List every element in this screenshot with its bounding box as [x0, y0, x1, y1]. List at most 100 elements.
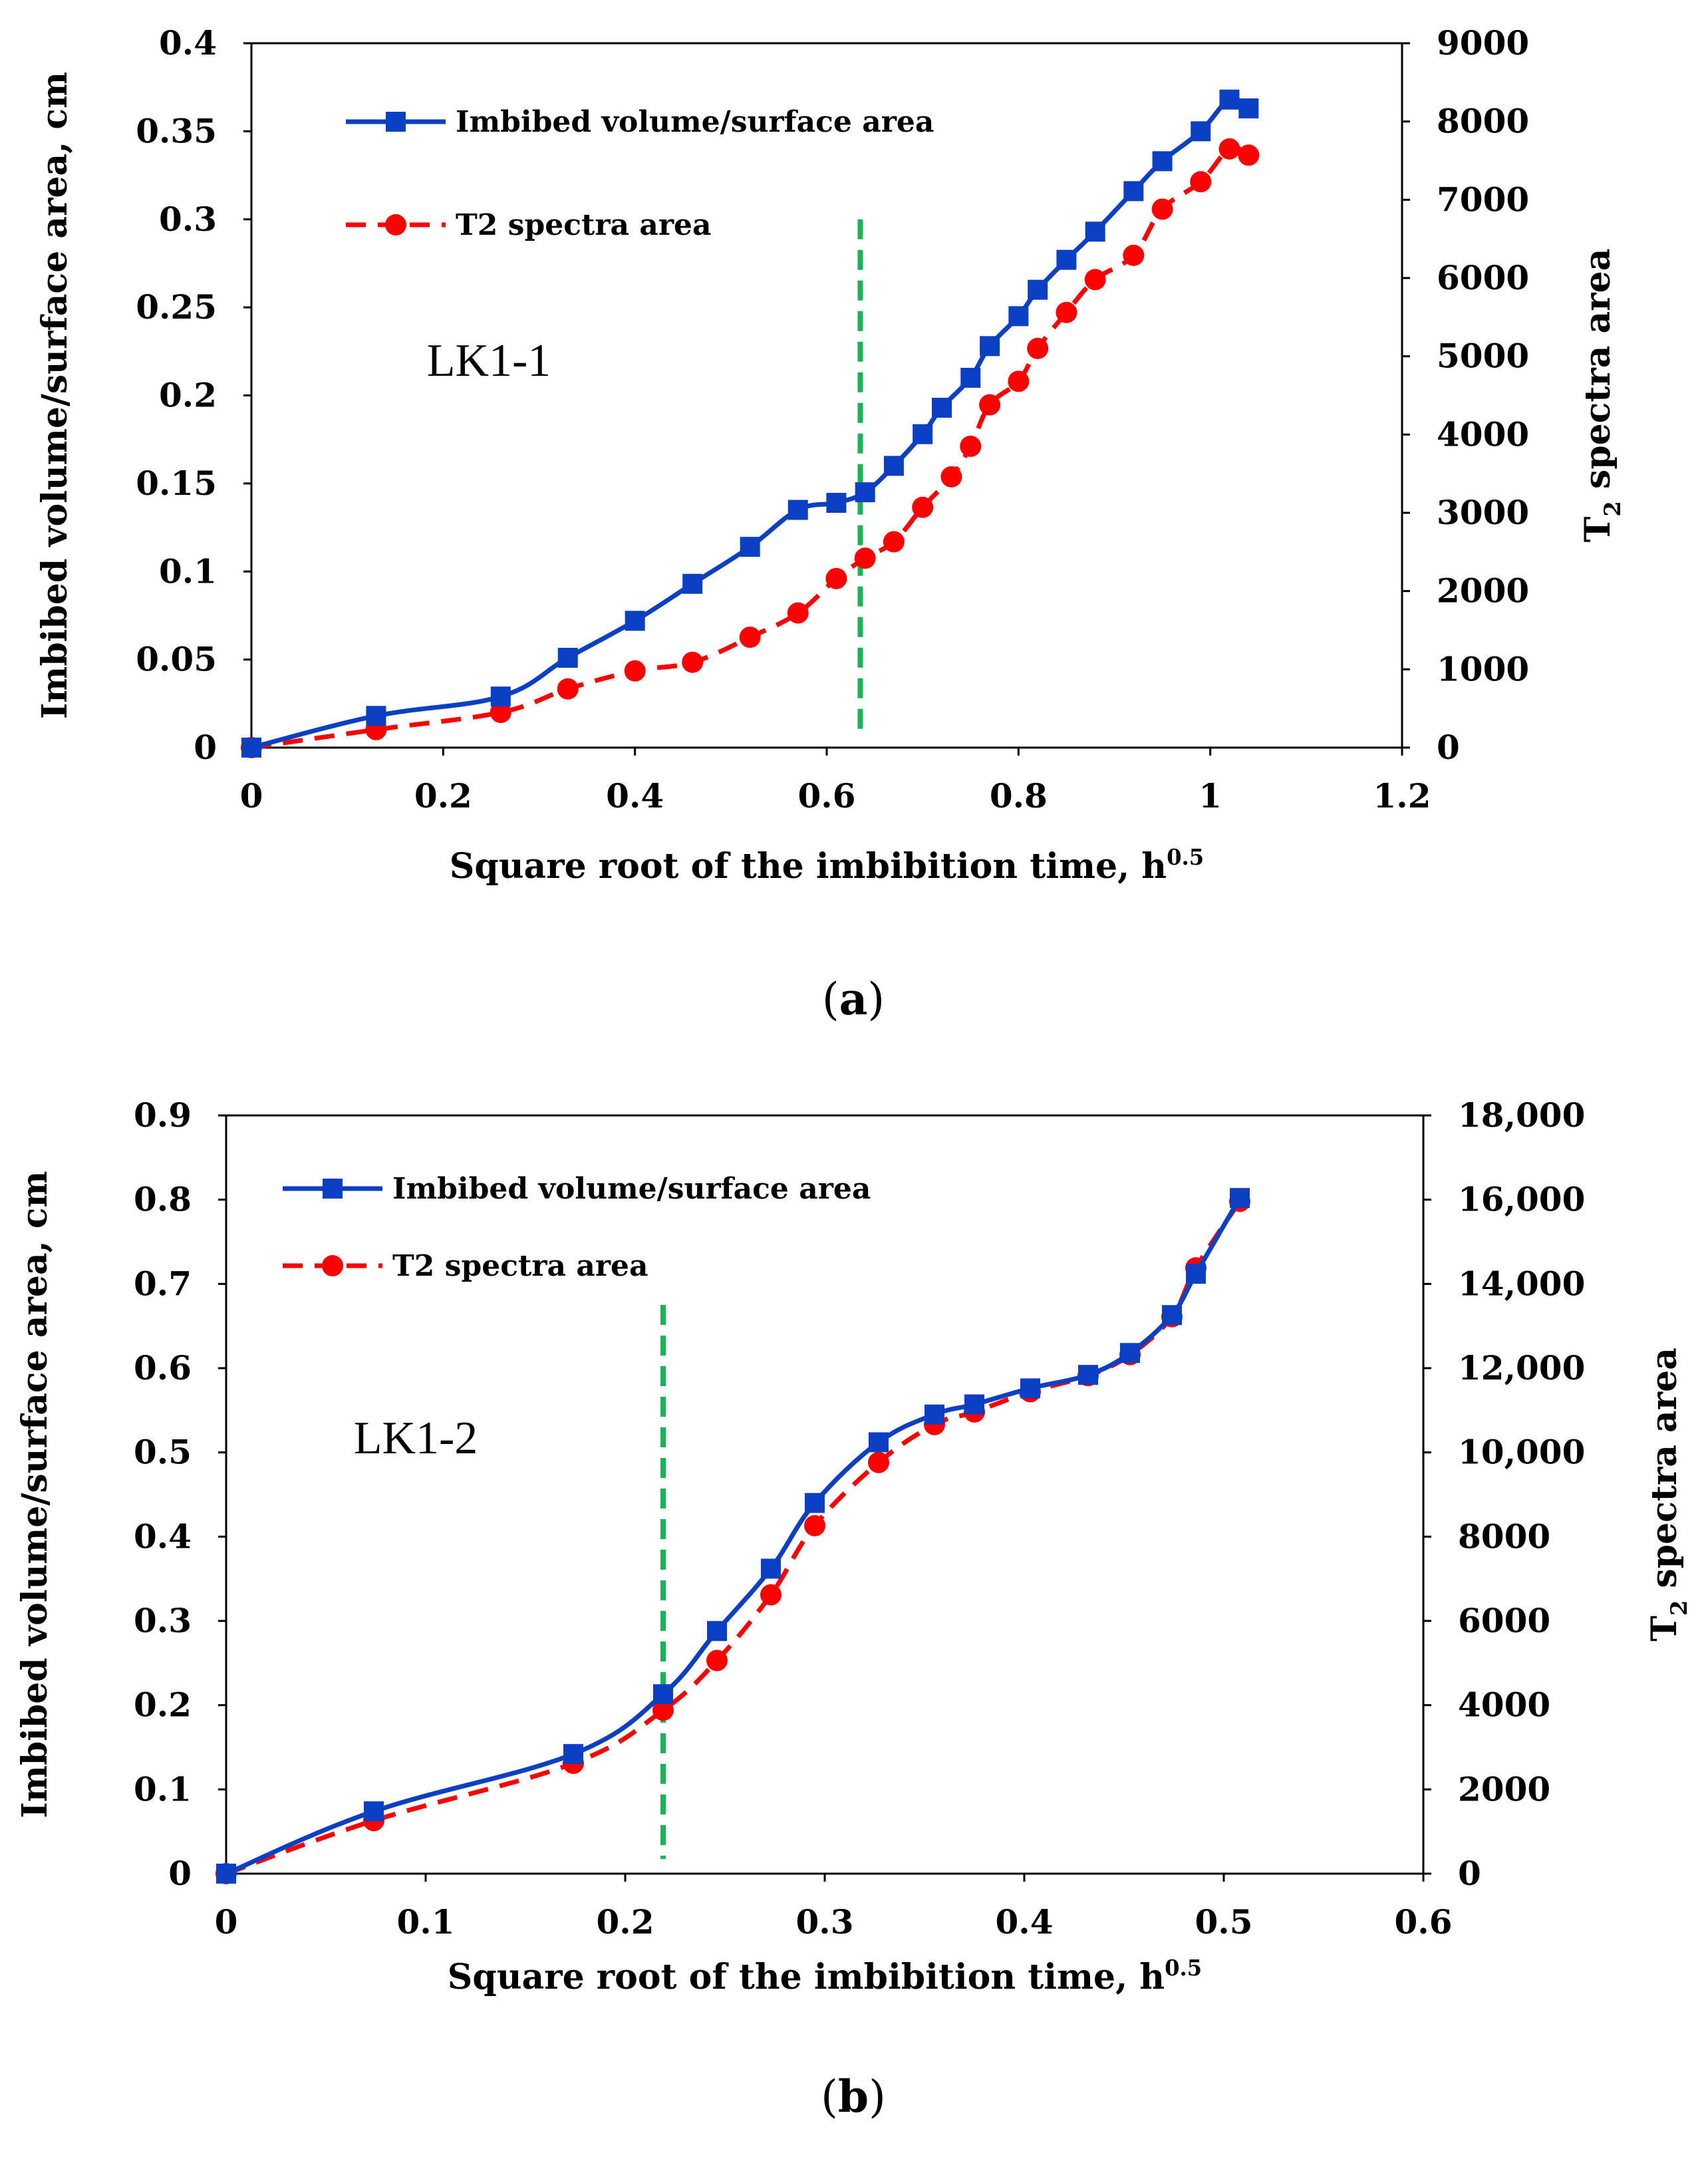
- x-tick-label: 1: [1199, 776, 1222, 815]
- caption-letter: a: [839, 973, 868, 1025]
- series-t2-spectra-area: [215, 1191, 1250, 1884]
- y2-tick-label: 12,000: [1458, 1348, 1585, 1387]
- x-axis-label-superscript: 0.5: [1165, 1955, 1202, 1981]
- data-point: [826, 492, 847, 513]
- legend-label: Imbibed volume/surface area: [392, 1172, 871, 1206]
- legend-swatch-marker: [385, 214, 406, 235]
- y-tick-label: 0.4: [134, 1516, 192, 1556]
- data-point: [1056, 301, 1077, 323]
- y2-tick-label: 8000: [1437, 102, 1529, 141]
- y2-tick-label: 5000: [1437, 337, 1529, 376]
- x-axis-label: Square root of the imbibition time, h0.5: [448, 1955, 1202, 1997]
- y2-axis-label: T2 spectra area: [1578, 249, 1626, 543]
- y2-tick-label: 18,000: [1458, 1095, 1585, 1135]
- data-point: [761, 1558, 781, 1579]
- y-tick-label: 0.1: [134, 1769, 192, 1808]
- series-line: [225, 1197, 1242, 1876]
- y2-axis-label-part: T: [1578, 516, 1618, 542]
- caption-letter: b: [838, 2071, 869, 2122]
- sample-label: LK1-1: [427, 335, 551, 386]
- y-axis-label: Imbibed volume/surface area, cm: [35, 72, 75, 719]
- y2-tick-label: 2000: [1437, 571, 1529, 611]
- y2-tick-label: 1000: [1437, 649, 1529, 688]
- x-tick-label: 0.6: [798, 776, 856, 815]
- y2-tick-label: 6000: [1437, 258, 1529, 297]
- data-point: [868, 1451, 889, 1473]
- legend-label: T2 spectra area: [456, 208, 712, 242]
- chart-panel-b: 0 0.1 0.2 0.3 0.4 0.5 0.600.10.20.30.40.50.60.…: [15, 1095, 1692, 1997]
- y-tick-label: 0.05: [136, 640, 217, 679]
- data-point: [980, 336, 1000, 357]
- y2-tick-label: 8000: [1458, 1516, 1550, 1556]
- y-tick-label: 0.9: [134, 1095, 192, 1135]
- data-point: [913, 424, 933, 444]
- x-tick-label: 0.4: [996, 1902, 1054, 1941]
- x-tick-label: 0.3: [796, 1902, 854, 1941]
- y2-tick-label: 14,000: [1458, 1264, 1585, 1303]
- x-axis-label-text: Square root of the imbibition time, h: [448, 1957, 1165, 1997]
- data-point: [739, 627, 761, 648]
- data-point: [883, 456, 904, 476]
- data-point: [825, 567, 847, 589]
- caption-paren: (: [822, 974, 839, 1025]
- y2-tick-label: 3000: [1437, 493, 1529, 532]
- data-point: [1238, 98, 1259, 118]
- series-line: [225, 1200, 1242, 1876]
- data-point: [979, 394, 1001, 416]
- data-point: [932, 398, 952, 418]
- data-point: [557, 678, 579, 700]
- caption-paren: ): [869, 2071, 886, 2122]
- data-point: [1008, 370, 1030, 392]
- data-point: [1120, 1343, 1140, 1364]
- x-axis-label-superscript: 0.5: [1167, 845, 1204, 870]
- data-point: [960, 368, 981, 388]
- data-point: [490, 686, 511, 707]
- x-tick-label: 0.1: [397, 1902, 455, 1941]
- x-axis-label: Square root of the imbibition time, h0.5: [450, 845, 1204, 887]
- x-tick-label: 0.2: [597, 1902, 654, 1941]
- data-point: [653, 1684, 673, 1705]
- caption-paren: ): [867, 974, 885, 1025]
- series-line: [251, 96, 1250, 750]
- y2-tick-label: 2000: [1458, 1769, 1550, 1808]
- legend: Imbibed volume/surface area T2 spectra ar…: [283, 1172, 871, 1283]
- y2-tick-label: 10,000: [1458, 1433, 1585, 1472]
- data-point: [855, 482, 875, 503]
- data-point: [1191, 121, 1211, 142]
- y-tick-label: 0.3: [159, 200, 217, 239]
- data-point: [1078, 1365, 1098, 1385]
- x-tick-label: 0.4: [606, 776, 664, 815]
- data-point: [1162, 1305, 1182, 1326]
- data-point: [960, 435, 982, 457]
- y-tick-label: 0.15: [136, 464, 217, 503]
- y-tick-label: 0.2: [159, 376, 217, 415]
- data-point: [883, 531, 905, 553]
- data-point: [964, 1394, 984, 1415]
- y-tick-label: 0.3: [134, 1601, 192, 1640]
- y2-tick-label: 0: [1458, 1854, 1481, 1893]
- data-point: [652, 1699, 674, 1721]
- caption-paren: (: [821, 2071, 838, 2122]
- data-point: [490, 702, 511, 724]
- y2-tick-label: 4000: [1437, 414, 1529, 454]
- x-tick-label: 1.2: [1373, 776, 1431, 815]
- y2-axis-label-part: 2: [1665, 1600, 1692, 1616]
- data-point: [1028, 279, 1048, 300]
- data-point: [925, 1404, 944, 1425]
- chart-panel-a: 0 0.2 0.4 0.6 0.8 1 1.200.050.10.150.20.250.30…: [35, 23, 1626, 887]
- y-tick-label: 0.6: [134, 1348, 192, 1387]
- y-tick-label: 0.2: [134, 1685, 192, 1725]
- data-point: [1008, 306, 1029, 327]
- y2-axis-label-part: spectra area: [1644, 1348, 1685, 1600]
- legend-label: Imbibed volume/surface area: [456, 105, 934, 139]
- data-point: [1190, 171, 1212, 193]
- legend-swatch-marker: [386, 112, 406, 132]
- data-point: [1238, 144, 1260, 166]
- x-tick-label: 0.8: [990, 776, 1048, 815]
- data-point: [854, 547, 876, 569]
- data-point: [805, 1493, 825, 1513]
- legend-label: T2 spectra area: [392, 1249, 648, 1283]
- data-point: [1123, 244, 1145, 266]
- data-point: [787, 500, 808, 520]
